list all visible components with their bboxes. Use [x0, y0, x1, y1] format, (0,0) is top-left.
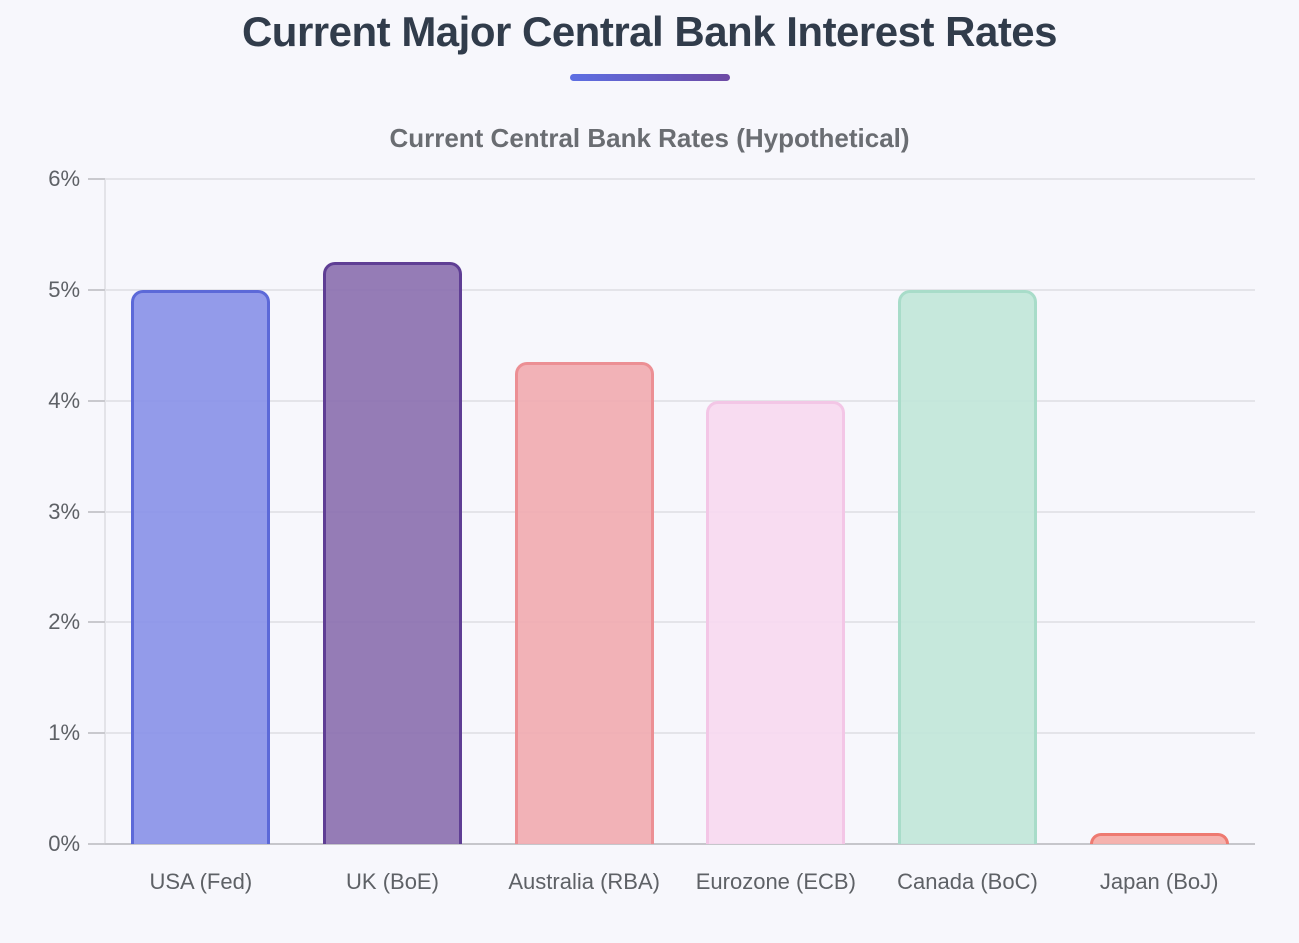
- bar-eurozone-ecb[interactable]: [706, 400, 846, 844]
- y-tick-mark: [88, 510, 105, 513]
- bar-australia-rba[interactable]: [514, 361, 654, 844]
- chart-title: Current Central Bank Rates (Hypothetical…: [389, 123, 910, 153]
- bar-usa-fed[interactable]: [131, 289, 271, 844]
- x-axis-label-japan-boj: Japan (BoJ): [1099, 869, 1219, 894]
- gridline: [105, 178, 1255, 180]
- x-axis-label-usa-fed: USA (Fed): [149, 869, 253, 894]
- y-axis-label: 6%: [48, 166, 80, 191]
- x-axis-baseline: [105, 843, 1255, 845]
- x-axis-label-australia-rba: Australia (RBA): [508, 869, 660, 894]
- gridline: [105, 510, 1255, 513]
- x-axis-label-eurozone-ecb: Eurozone (ECB): [695, 869, 856, 894]
- y-tick-mark: [88, 843, 105, 845]
- y-tick-mark: [88, 732, 105, 735]
- x-axis-label-canada-boc: Canada (BoC): [897, 869, 1038, 894]
- bar-canada-boc[interactable]: [898, 289, 1037, 844]
- y-axis-label: 1%: [48, 720, 80, 746]
- title-underline: [569, 74, 730, 81]
- y-tick-mark: [88, 288, 105, 291]
- y-tick-mark: [88, 399, 105, 402]
- gridline: [105, 288, 1255, 291]
- y-axis-label: 4%: [48, 387, 80, 413]
- y-tick-mark: [88, 621, 105, 624]
- bar-uk-boe[interactable]: [323, 262, 462, 844]
- gridline: [105, 621, 1255, 624]
- x-axis-label-uk-boe: UK (BoE): [346, 869, 439, 894]
- y-axis-label: 3%: [48, 498, 80, 524]
- plot-area: [104, 178, 1255, 845]
- gridline: [105, 399, 1255, 402]
- gridline: [105, 732, 1255, 735]
- y-axis-label: 5%: [48, 276, 80, 302]
- y-axis-label: 0%: [48, 831, 80, 856]
- bar-japan-boj[interactable]: [1089, 832, 1229, 844]
- y-axis-label: 2%: [48, 609, 80, 635]
- y-tick-mark: [88, 178, 105, 180]
- page-title: Current Major Central Bank Interest Rate…: [241, 8, 1058, 55]
